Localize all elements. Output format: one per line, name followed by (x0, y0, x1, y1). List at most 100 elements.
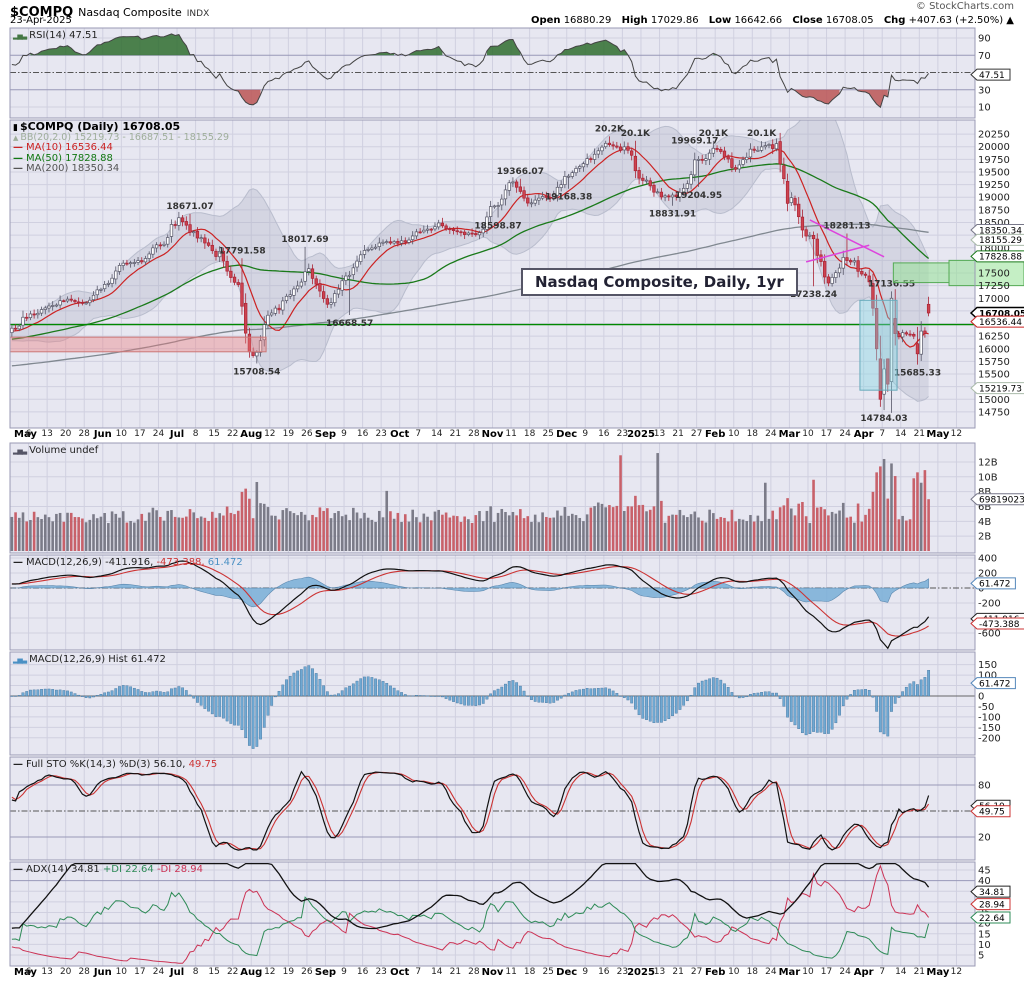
axis-month-label: Oct (390, 429, 410, 440)
axis-month-label: May (14, 967, 37, 978)
ma50-legend: MA(50) 17828.88 (26, 152, 113, 164)
axis-day-label: 21 (449, 429, 462, 439)
axis-day-label: 20 (59, 967, 72, 977)
x-axis-bottom: May 6 13 20 28 Jun 10 17 24 Jul 8 15 22 Aug 12 19 26 Sep 9… (0, 967, 1024, 981)
axis-day-label: 11 (505, 429, 517, 439)
x-axis-top: May 6 13 20 28 Jun 10 17 24 Jul 8 15 22 Aug 12 19 26 Sep 9… (0, 429, 1024, 443)
axis-day-label: 24 (839, 967, 851, 977)
axis-day-label: 25 (542, 429, 554, 439)
axis-month-label: Nov (481, 967, 504, 978)
axis-day-label: 24 (765, 967, 777, 977)
svg-text:4B: 4B (978, 517, 991, 528)
axis-day-label: 7 (879, 429, 886, 439)
svg-text:18017.69: 18017.69 (281, 235, 328, 245)
svg-text:30: 30 (978, 85, 991, 96)
axis-month-label: May (14, 429, 37, 440)
bollinger-icon: ▲ (13, 133, 18, 142)
axis-day-label: 14 (431, 967, 443, 977)
svg-text:18831.91: 18831.91 (649, 210, 696, 220)
svg-text:34.81: 34.81 (979, 888, 1005, 898)
axis-day-label: 24 (152, 429, 165, 439)
axis-day-label: 17 (134, 429, 146, 439)
axis-day-label: 27 (690, 429, 703, 439)
main-legend-symbol: $COMPQ (Daily) 16708.05 (19, 120, 181, 133)
svg-text:20.1K: 20.1K (699, 129, 729, 139)
axis-month-label: Jul (169, 967, 185, 978)
ma10-line-icon: — (13, 142, 23, 153)
axis-month-label: Mar (778, 967, 801, 978)
axis-day-label: 27 (690, 967, 703, 977)
axis-month-label: Feb (705, 429, 726, 440)
svg-text:-200: -200 (978, 599, 1001, 610)
chart-date: 23-Apr-2025 (10, 15, 72, 26)
svg-text:19500: 19500 (978, 167, 1010, 178)
axis-month-label: Feb (705, 967, 726, 978)
rsi-legend: ▂▅▃ RSI(14) 47.51 (13, 30, 98, 41)
axis-day-label: 16 (356, 967, 369, 977)
axis-day-label: 9 (582, 429, 589, 439)
axis-day-label: 18 (746, 967, 759, 977)
close-value: 16708.05 (825, 15, 874, 26)
svg-text:28.94: 28.94 (979, 900, 1005, 910)
axis-day-label: 25 (542, 967, 554, 977)
svg-text:-150: -150 (978, 723, 1001, 734)
svg-text:15500: 15500 (978, 370, 1010, 381)
axis-month-label: Apr (853, 967, 874, 978)
axis-day-label: 13 (653, 429, 666, 439)
svg-text:16708.05: 16708.05 (979, 309, 1024, 319)
axis-day-label: 28 (78, 429, 90, 439)
svg-text:-50: -50 (978, 702, 994, 713)
axis-day-label: 19 (282, 967, 295, 977)
svg-text:19250: 19250 (978, 180, 1010, 191)
axis-month-label: Jul (169, 429, 185, 440)
axis-day-label: 28 (468, 429, 480, 439)
axis-month-label: Oct (390, 967, 410, 978)
axis-day-label: 24 (765, 429, 777, 439)
axis-day-label: 17 (134, 967, 146, 977)
axis-day-label: 18 (523, 429, 536, 439)
svg-text:17238.24: 17238.24 (790, 290, 837, 300)
svg-text:-473.388: -473.388 (979, 620, 1020, 630)
svg-text:18500: 18500 (978, 218, 1010, 229)
axis-day-label: 19 (282, 429, 295, 439)
macd-hist-legend: ▂▅▃ MACD(12,26,9) Hist 61.472 (13, 654, 166, 665)
svg-text:-600: -600 (978, 629, 1001, 640)
svg-text:61.472: 61.472 (979, 679, 1011, 689)
macd-legend: — MACD(12,26,9) -411.916, -473.388, 61.47… (13, 557, 243, 568)
axis-month-label: Aug (240, 429, 263, 440)
axis-month-label: 2025 (627, 967, 655, 978)
svg-text:18155.29: 18155.29 (979, 236, 1022, 246)
svg-text:47.51: 47.51 (979, 71, 1005, 81)
svg-text:6B: 6B (978, 502, 991, 513)
sto-legend-main: Full STO %K(14,3) %D(3) 56.10, (26, 759, 186, 770)
ma10-legend: MA(10) 16536.44 (26, 142, 113, 153)
svg-text:19750: 19750 (978, 155, 1010, 166)
low-label: Low (708, 15, 732, 26)
axis-month-label: Mar (778, 429, 801, 440)
svg-text:14784.03: 14784.03 (860, 414, 907, 424)
axis-day-label: 12 (264, 967, 276, 977)
svg-text:-100: -100 (978, 712, 1001, 723)
svg-text:-200: -200 (978, 733, 1001, 744)
axis-day-label: 10 (115, 967, 128, 977)
svg-text:20.1K: 20.1K (621, 129, 651, 139)
axis-day-label: 10 (728, 967, 740, 977)
bollinger-legend: BB(20,2.0) 15219.73 - 16687.51 - 18155.2… (20, 131, 229, 143)
svg-text:100: 100 (978, 671, 997, 682)
axis-day-label: 17 (820, 967, 833, 977)
ticker-symbol: $COMPQ (10, 5, 74, 20)
svg-text:70: 70 (978, 51, 991, 62)
svg-text:20.2K: 20.2K (595, 124, 625, 134)
adx-legend-minus-di: -DI 28.94 (156, 864, 204, 875)
svg-text:20.1K: 20.1K (747, 129, 777, 139)
svg-text:17250: 17250 (978, 281, 1010, 292)
svg-text:15685.33: 15685.33 (894, 369, 941, 379)
axis-day-label: 23 (616, 429, 629, 439)
ma50-line-icon: — (13, 152, 23, 164)
svg-text:15219.73: 15219.73 (979, 384, 1022, 394)
svg-text:61.472: 61.472 (979, 580, 1011, 590)
volume-legend: ▂▅▃ Volume undef (13, 445, 98, 456)
axis-day-label: 12 (950, 967, 963, 977)
